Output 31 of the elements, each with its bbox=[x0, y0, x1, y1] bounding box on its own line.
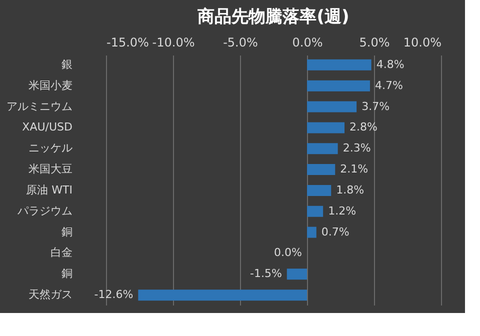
y-tick-label: 天然ガス bbox=[28, 288, 72, 302]
y-tick-label: アルミニウム bbox=[6, 100, 72, 113]
data-label: 2.3% bbox=[342, 142, 371, 155]
data-label: 2.1% bbox=[340, 162, 368, 176]
y-tick-label: 白金 bbox=[50, 246, 72, 260]
y-tick-label: 米国大豆 bbox=[28, 162, 72, 176]
y-tick-label: 銀 bbox=[62, 58, 72, 71]
data-label: 2.8% bbox=[350, 120, 378, 134]
x-tick-label: -15.0% bbox=[106, 36, 149, 50]
data-label: -1.5% bbox=[250, 267, 282, 280]
y-tick-label: 銅 bbox=[62, 225, 72, 238]
x-tick-label: -10.0% bbox=[152, 36, 195, 50]
data-label: 1.2% bbox=[328, 204, 356, 218]
data-label: 4.7% bbox=[374, 78, 403, 92]
data-label: 4.8% bbox=[376, 58, 404, 71]
x-tick-label: -5.0% bbox=[223, 36, 258, 50]
y-tick-label: 米国小麦 bbox=[28, 78, 72, 92]
x-tick-label: 5.0% bbox=[359, 36, 390, 50]
chart-title: 商品先物騰落率(週) bbox=[196, 7, 350, 27]
y-tick-label: 銅 bbox=[62, 267, 72, 280]
y-tick-label: ニッケル bbox=[28, 142, 72, 155]
y-tick-label: XAU/USD bbox=[22, 120, 72, 134]
x-tick-label: 0.0% bbox=[292, 36, 323, 50]
y-tick-label: パラジウム bbox=[16, 204, 72, 218]
data-label: -12.6% bbox=[94, 288, 134, 302]
data-label: 1.8% bbox=[336, 183, 364, 196]
x-tick-label: 10.0% bbox=[403, 36, 442, 50]
data-label: 0.7% bbox=[321, 225, 350, 238]
y-tick-label: 原油 WTI bbox=[26, 183, 72, 196]
data-label: 3.7% bbox=[362, 100, 390, 113]
data-label: 0.0% bbox=[274, 246, 302, 260]
